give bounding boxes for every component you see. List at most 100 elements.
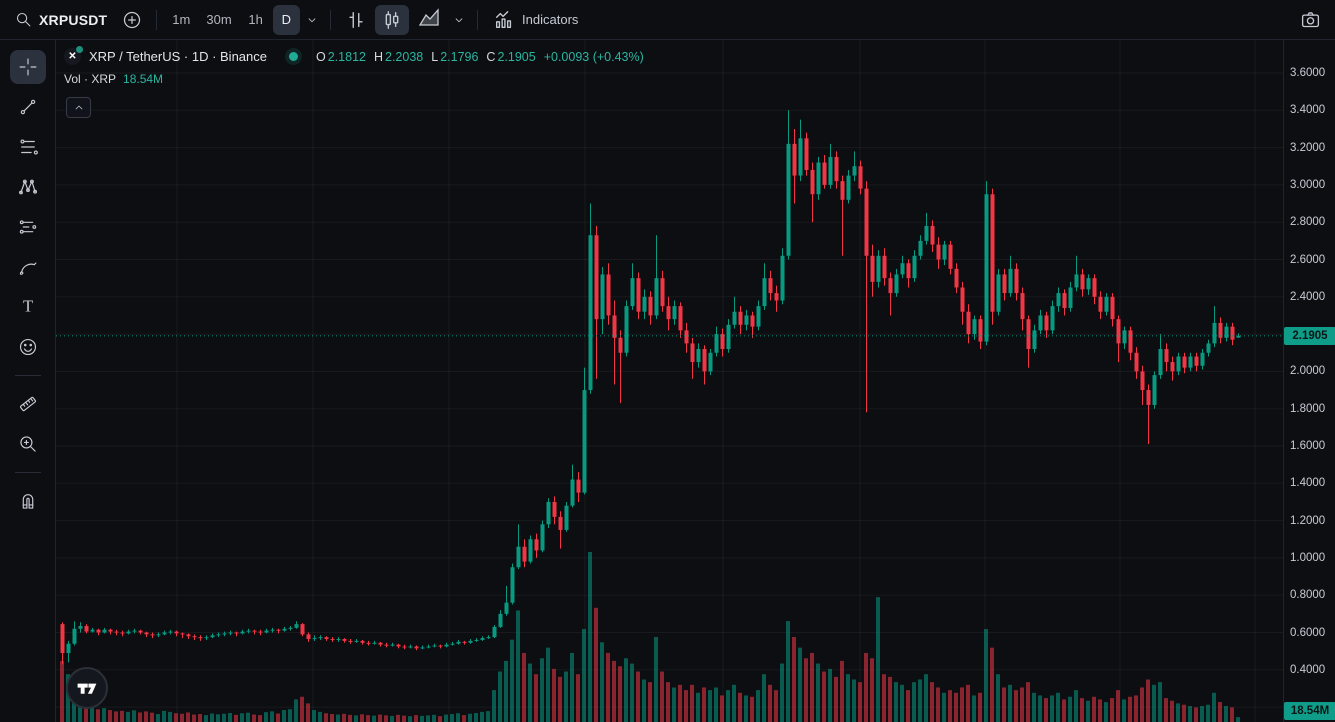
price-axis-label: 1.4000 — [1290, 477, 1326, 490]
top-toolbar: XRPUSDT 1m 30m 1h D — [0, 0, 1335, 40]
candle-body — [264, 630, 269, 633]
chevron-up-icon — [73, 102, 85, 114]
legend-collapse-button[interactable] — [66, 97, 91, 118]
tool-trend-line-button[interactable] — [10, 90, 46, 124]
volume-bar — [876, 597, 880, 722]
candle-body — [804, 138, 809, 170]
legend-symbol-title[interactable]: XRP / TetherUS · 1D · Binance — [89, 49, 267, 64]
candle-body — [900, 263, 905, 275]
volume-bar — [942, 692, 946, 722]
candle-body — [438, 645, 443, 647]
volume-bar — [1224, 706, 1228, 722]
tool-fib-retracement-button[interactable] — [10, 130, 46, 164]
volume-bar — [1176, 703, 1180, 722]
tool-magnet-button[interactable] — [10, 484, 46, 518]
interval-1h-button[interactable]: 1h — [241, 5, 271, 35]
volume-bar — [996, 674, 1000, 722]
chart-style-area-button[interactable] — [411, 5, 447, 35]
chart-style-bars-button[interactable] — [339, 5, 373, 35]
tool-text-button[interactable]: T — [10, 290, 46, 324]
candle-body — [990, 194, 995, 312]
volume-bar — [240, 713, 244, 722]
tool-long-short-position-button[interactable] — [10, 210, 46, 244]
candle-body — [492, 626, 497, 638]
candle-body — [1044, 315, 1049, 331]
volume-bar — [288, 709, 292, 722]
interval-1m-button[interactable]: 1m — [165, 5, 197, 35]
add-symbol-button[interactable] — [116, 5, 148, 35]
chart-style-candles-button[interactable] — [375, 4, 410, 35]
volume-bar — [396, 714, 400, 722]
candle-body — [420, 647, 425, 649]
candle-body — [690, 343, 695, 363]
volume-bar — [852, 679, 856, 722]
candle-body — [336, 639, 341, 641]
tool-emoji-button[interactable] — [10, 330, 46, 364]
volume-bar — [636, 671, 640, 722]
volume-bar — [642, 679, 646, 722]
tradingview-watermark-logo[interactable] — [66, 667, 108, 709]
symbol-name: XRPUSDT — [39, 11, 108, 28]
volume-bar — [1008, 684, 1012, 722]
volume-bar — [1020, 687, 1024, 722]
candle-body — [456, 641, 461, 644]
interval-30m-button[interactable]: 30m — [199, 5, 238, 35]
candle-body — [240, 631, 245, 634]
volume-bar — [624, 658, 628, 722]
tool-ruler-button[interactable] — [10, 387, 46, 421]
volume-bar — [1002, 687, 1006, 722]
price-axis-label: 0.8000 — [1290, 589, 1326, 602]
volume-bar — [726, 690, 730, 722]
volume-bar — [492, 690, 496, 722]
candle-body — [984, 194, 989, 342]
chart-canvas[interactable]: ✕ XRP / TetherUS · 1D · Binance O 2.1812 … — [56, 40, 1283, 722]
volume-bar — [678, 684, 682, 722]
interval-D-button[interactable]: D — [272, 4, 301, 35]
candle-body — [1158, 349, 1163, 376]
candle-body — [936, 244, 941, 260]
indicators-button[interactable]: Indicators — [486, 5, 585, 35]
volume-bar — [822, 671, 826, 722]
candle-body — [432, 645, 437, 647]
volume-bar — [1140, 687, 1144, 722]
volume-bar — [750, 696, 754, 722]
tool-brush-button[interactable] — [10, 250, 46, 284]
candle-body — [912, 255, 917, 279]
candle-body — [894, 274, 899, 294]
interval-menu-chevron[interactable] — [302, 5, 322, 35]
price-axis-label: 3.2000 — [1290, 141, 1326, 154]
candlestick-chart[interactable] — [56, 40, 1283, 722]
candle-body — [660, 278, 665, 307]
plus-circle-icon — [122, 10, 142, 30]
tool-crosshair-button[interactable] — [9, 50, 46, 84]
price-axis[interactable]: 2.1905 18.54M 3.6000 3.4000 3.2000 3.0000 2.… — [1283, 40, 1335, 722]
snapshot-camera-button[interactable] — [1294, 5, 1327, 35]
chart-style-menu-chevron[interactable] — [449, 5, 469, 35]
candle-body — [546, 501, 551, 525]
volume-bar — [762, 674, 766, 722]
symbol-search-button[interactable]: XRPUSDT — [8, 5, 114, 35]
tool-xabcd-pattern-button[interactable] — [10, 170, 46, 204]
tool-zoom-in-button[interactable] — [10, 427, 46, 461]
candle-body — [1140, 371, 1145, 391]
volume-bar — [1062, 699, 1066, 722]
candle-body — [504, 602, 509, 614]
candle-body — [1116, 319, 1121, 344]
volume-bar — [774, 690, 778, 722]
volume-bar — [1194, 707, 1198, 722]
candle-body — [198, 637, 203, 639]
candle-body — [1110, 296, 1115, 320]
volume-bar — [1104, 702, 1108, 722]
market-status-dot-icon[interactable] — [289, 52, 298, 61]
volume-bar — [690, 684, 694, 722]
price-axis-label: 1.6000 — [1290, 440, 1326, 452]
candle-body — [252, 630, 257, 632]
candle-body — [972, 319, 977, 335]
volume-bar — [1086, 700, 1090, 722]
volume-bar — [180, 713, 184, 722]
volume-bar — [294, 699, 298, 722]
volume-bar — [108, 710, 112, 722]
volume-bar — [810, 652, 814, 722]
candle-body — [618, 337, 623, 353]
candle-body — [582, 390, 587, 493]
